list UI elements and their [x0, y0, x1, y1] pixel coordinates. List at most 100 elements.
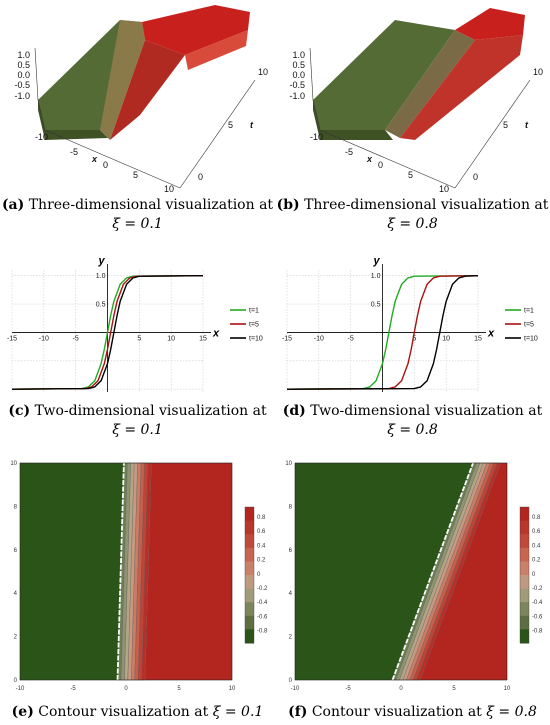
contour-plot-f: -10 -5 0 5 10 0 2 4 6 8 10 0.8 0.6 0.4 0.2 0 -0.2 -0.4 -0.… [275, 455, 550, 700]
caption-f-math: ξ = 0.8 [486, 704, 537, 720]
panel-a-green-side [38, 100, 45, 140]
surface-plot-b: 1.0 0.5 0.0 -0.5 -1.0 -10 -5 0 5 10 x 0 5 10 t [275, 0, 550, 195]
panel-d-x-tick: 15 [474, 335, 482, 342]
panel-c-x-label: x [212, 327, 220, 339]
panel-f-colorbar-tick: 0.4 [532, 543, 541, 549]
panel-c-x-tick: -15 [7, 335, 17, 342]
caption-f: (f) Contour visualization at ξ = 0.8 [275, 703, 550, 722]
panel-a-box-edge-left [34, 47, 46, 131]
panel-f-y-tick: 2 [289, 635, 293, 641]
panel-f-colorbar-segment [520, 507, 529, 522]
panel-f-x-tick: 5 [452, 686, 456, 692]
line-chart-d-svg: x y -15 -10 -5 5 10 15 1.0 0.5 t=1 t=5 t=10 [282, 255, 538, 392]
panel-f-colorbar-segment [520, 615, 529, 630]
panel-b-red-slope [400, 35, 523, 140]
panel-b-z-tick: -0.5 [289, 80, 305, 90]
panel-b-x-tick: -10 [310, 132, 323, 142]
panel-b-t-tick: 0 [473, 172, 478, 182]
panel-f-colorbar-tick: -0.4 [532, 600, 543, 606]
panel-e-colorbar-tick: 0.4 [257, 543, 266, 549]
panel-b-x-label: x [366, 154, 373, 164]
panel-a-box-edge-right [179, 79, 256, 189]
panel-e-front-line [116, 462, 125, 681]
panel-b-transition [385, 30, 475, 138]
panel-d-x-tick: -10 [314, 335, 324, 342]
panel-a-z-tick: -0.5 [14, 80, 30, 90]
panel-d-legend-label: t=1 [524, 308, 534, 315]
panel-e-colorbar-segment [245, 615, 254, 630]
panel-a-transition [100, 20, 145, 140]
panel-a-z-tick: -1.0 [14, 91, 30, 101]
caption-d-text: Two-dimensional visualization at [310, 403, 543, 419]
panel-e-colorbar-tick: 0 [257, 572, 261, 578]
caption-a-math: ξ = 0.1 [112, 216, 163, 232]
caption-a-label: (a) [1, 197, 25, 213]
line-chart-d: x y -15 -10 -5 5 10 15 1.0 0.5 t=1 t=5 t=10 [275, 252, 550, 400]
caption-c: (c) Two-dimensional visualization at ξ =… [0, 402, 275, 440]
panel-d-y-tick: 0.5 [371, 302, 381, 309]
panel-d-x-tick: 5 [412, 335, 416, 342]
panel-f-colorbar-segment [520, 534, 529, 549]
panel-e-colorbar-tick: 0.8 [257, 515, 266, 521]
panel-d-y-label: y [373, 255, 381, 267]
panel-a-z-tick: 0.0 [17, 70, 30, 80]
contour-plot-e-svg: -10 -5 0 5 10 0 2 4 6 8 10 0.8 0.6 0.4 0.2 0 -0.2 -0.4 -0.… [10, 461, 268, 692]
panel-c-x-tick: -10 [39, 335, 49, 342]
panel-b-red-plateau [455, 8, 525, 40]
panel-f-x-tick: -10 [291, 686, 300, 692]
caption-b-label: (b) [276, 197, 300, 213]
panel-d-x-tick: 10 [442, 335, 450, 342]
panel-b-z-tick: 0.5 [292, 60, 305, 70]
caption-f-text: Contour visualization at [311, 704, 482, 720]
panel-f-x-tick: -5 [345, 686, 351, 692]
panel-a-x-tick: 0 [103, 160, 108, 170]
panel-e-colorbar-segment [245, 520, 254, 535]
panel-a-green-front [45, 130, 108, 140]
panel-a-red-slope [110, 40, 185, 140]
panel-e-colorbar-segment [245, 575, 254, 590]
panel-a-x-tick: -10 [35, 132, 48, 142]
panel-e-x-tick: -10 [16, 686, 25, 692]
panel-f-green-region [295, 463, 474, 680]
panel-e-y-tick: 6 [14, 548, 18, 554]
panel-f-y-tick: 4 [289, 591, 293, 597]
panel-a-x-tick: 5 [133, 170, 138, 180]
panel-c-series-line [11, 275, 204, 390]
panel-b-z-tick: 1.0 [292, 50, 305, 60]
panel-f-colorbar-segment [520, 520, 529, 535]
panel-d-x-tick: -15 [282, 335, 292, 342]
panel-a-x-tick: 10 [164, 184, 174, 194]
panel-a-red-plateau [142, 5, 250, 55]
panel-f-colorbar-tick: 0.6 [532, 529, 541, 535]
panel-a-box-edge-front [44, 129, 181, 189]
panel-e-colorbar-tick: 0.2 [257, 558, 266, 564]
panel-c-y-tick: 0.5 [96, 302, 106, 309]
panel-b-box-edge-left [309, 47, 321, 131]
panel-e-frame [19, 462, 233, 681]
caption-d: (d) Two-dimensional visualization at ξ =… [275, 402, 550, 440]
caption-a-text: Three-dimensional visualization at [28, 197, 274, 213]
panel-c-x-tick: 15 [199, 335, 207, 342]
panel-e-colorbar-segment [245, 561, 254, 576]
panel-e-colorbar-segment [245, 507, 254, 522]
panel-a-z-tick: 1.0 [17, 50, 30, 60]
panel-c-legend-label: t=1 [249, 308, 259, 315]
panel-b-x-tick: 5 [408, 170, 413, 180]
panel-e-y-tick: 2 [14, 635, 18, 641]
panel-e-x-tick: 10 [229, 686, 236, 692]
panel-e-colorbar-tick: -0.4 [257, 600, 268, 606]
surface-plot-a: 1.0 0.5 0.0 -0.5 -1.0 -10 -5 0 5 10 x 0 5 10 t [0, 0, 275, 195]
caption-d-label: (d) [282, 403, 306, 419]
panel-b-green-front [320, 130, 393, 140]
panel-f-frame [294, 462, 508, 681]
panel-f-colorbar-segment [520, 561, 529, 576]
contour-plot-f-svg: -10 -5 0 5 10 0 2 4 6 8 10 0.8 0.6 0.4 0.2 0 -0.2 -0.4 -0.… [285, 461, 543, 692]
caption-c-text: Two-dimensional visualization at [34, 403, 267, 419]
panel-a-x-tick: -5 [70, 147, 78, 157]
panel-e-colorbar-tick: -0.6 [257, 614, 268, 620]
panel-b-z-tick: 0.0 [292, 70, 305, 80]
panel-e-x-tick: -5 [70, 686, 76, 692]
panel-d-legend-label: t=5 [524, 322, 534, 329]
panel-e-x-tick: 5 [177, 686, 181, 692]
